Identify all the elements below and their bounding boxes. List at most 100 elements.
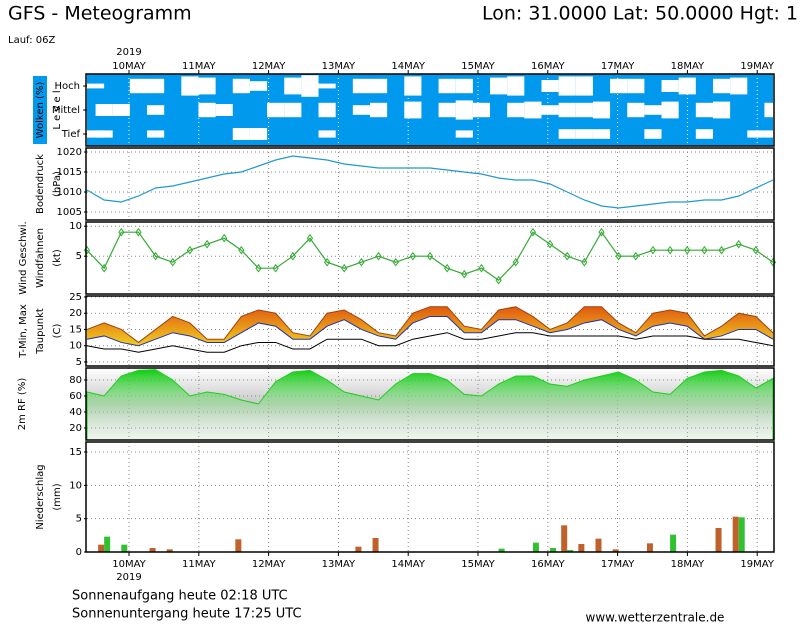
data-marker xyxy=(186,245,194,255)
cloud-cover xyxy=(318,102,336,118)
precip-bar xyxy=(567,550,574,552)
cloud-cover xyxy=(541,105,559,115)
cloud-cover xyxy=(695,102,713,118)
data-line xyxy=(86,155,774,209)
run: Lauf: 06Z xyxy=(8,35,55,46)
data-marker xyxy=(203,239,211,249)
precip-bar xyxy=(498,548,505,552)
day-label-bottom: 14MAY xyxy=(391,559,425,570)
data-marker xyxy=(238,245,245,255)
data-marker xyxy=(169,257,176,267)
cloud-cover xyxy=(284,102,302,118)
data-marker xyxy=(632,251,639,261)
y-tick-label: 20 xyxy=(69,423,82,434)
cloud-cover xyxy=(198,77,216,95)
source: www.wetterzentrale.de xyxy=(586,611,725,625)
data-marker xyxy=(752,245,759,255)
cloud-cover xyxy=(610,78,628,94)
day-label-top: 10MAY xyxy=(112,61,146,72)
data-marker xyxy=(409,251,416,261)
day-label-top: 19MAY xyxy=(740,61,774,72)
y-tick-label: 5 xyxy=(76,357,82,368)
cloud-cover xyxy=(318,130,336,138)
data-marker xyxy=(306,233,314,243)
data-marker xyxy=(478,263,485,273)
precip-bar xyxy=(532,542,539,552)
day-label-top: 17MAY xyxy=(601,61,635,72)
data-line xyxy=(86,315,774,347)
cloud-cover xyxy=(232,128,250,140)
precip-bar xyxy=(149,548,156,552)
y-tick-label: 5 xyxy=(76,251,82,262)
precip-bar xyxy=(550,548,557,552)
cloud-cover xyxy=(404,76,422,96)
cloud-cover xyxy=(455,78,473,94)
cloud-cover xyxy=(95,130,113,138)
cloud-cover xyxy=(575,76,593,96)
data-marker xyxy=(101,263,108,273)
cloud-cover xyxy=(198,102,216,118)
data-marker xyxy=(649,245,657,255)
humidity-area xyxy=(86,369,774,441)
data-marker xyxy=(546,239,554,249)
cloud-cover xyxy=(541,80,559,92)
day-label-bottom: 13MAY xyxy=(322,559,356,570)
precip-bar xyxy=(732,516,739,552)
y-tick-label: 25 xyxy=(69,292,82,303)
cloud-cover xyxy=(95,104,113,116)
precip-bar xyxy=(595,538,602,552)
cloud-cover xyxy=(644,105,662,115)
day-label-bottom: 11MAY xyxy=(182,559,216,570)
data-marker xyxy=(684,245,691,255)
day-label-bottom: 18MAY xyxy=(671,559,705,570)
cloud-cover xyxy=(764,102,773,118)
cloud-cover xyxy=(575,102,593,118)
precip-bar xyxy=(612,549,619,552)
cloud-cover xyxy=(661,101,679,119)
y-tick-label: 1010 xyxy=(57,187,82,198)
precip-bar xyxy=(121,544,128,552)
y-tick-label: 10 xyxy=(69,221,82,232)
cloud-cover xyxy=(284,77,302,95)
precip-bar xyxy=(98,544,105,552)
data-marker xyxy=(615,251,622,261)
data-marker xyxy=(289,251,296,261)
y-axis-label: (kt) xyxy=(52,249,63,267)
cloud-cover xyxy=(215,104,233,116)
data-marker xyxy=(564,251,571,261)
data-marker xyxy=(701,245,708,255)
precip-bar xyxy=(372,538,379,552)
data-marker xyxy=(598,227,605,237)
data-marker xyxy=(581,257,588,267)
cloud-cover xyxy=(147,78,165,94)
level-label: Tief xyxy=(61,129,81,140)
data-marker xyxy=(426,251,434,261)
panel-frame xyxy=(85,295,775,367)
data-marker xyxy=(152,251,159,261)
sunset: Sonnenuntergang heute 17:25 UTC xyxy=(72,607,302,622)
temp-band xyxy=(87,306,773,346)
cloud-cover xyxy=(627,78,645,94)
y-tick-label: 5 xyxy=(76,514,82,525)
cloud-cover xyxy=(644,129,662,139)
day-label-bottom: 19MAY xyxy=(740,559,774,570)
y-tick-label: 80 xyxy=(69,375,82,386)
cloud-cover xyxy=(764,130,773,138)
cloud-cover xyxy=(712,78,731,94)
cloud-cover xyxy=(558,129,576,139)
cloud-cover xyxy=(267,102,285,118)
data-marker xyxy=(718,245,725,255)
y-axis-label: Taupunkt xyxy=(35,308,46,355)
cloud-cover xyxy=(112,104,130,116)
precip-bar xyxy=(235,539,242,552)
cloud-cover xyxy=(730,77,748,95)
y-tick-label: 10 xyxy=(69,480,82,491)
cloud-cover xyxy=(318,83,336,89)
panel-frame xyxy=(85,441,775,553)
year-bottom: 2019 xyxy=(116,572,141,583)
precip-bar xyxy=(104,536,111,552)
cloud-cover xyxy=(558,76,576,96)
cloud-cover xyxy=(712,101,731,119)
